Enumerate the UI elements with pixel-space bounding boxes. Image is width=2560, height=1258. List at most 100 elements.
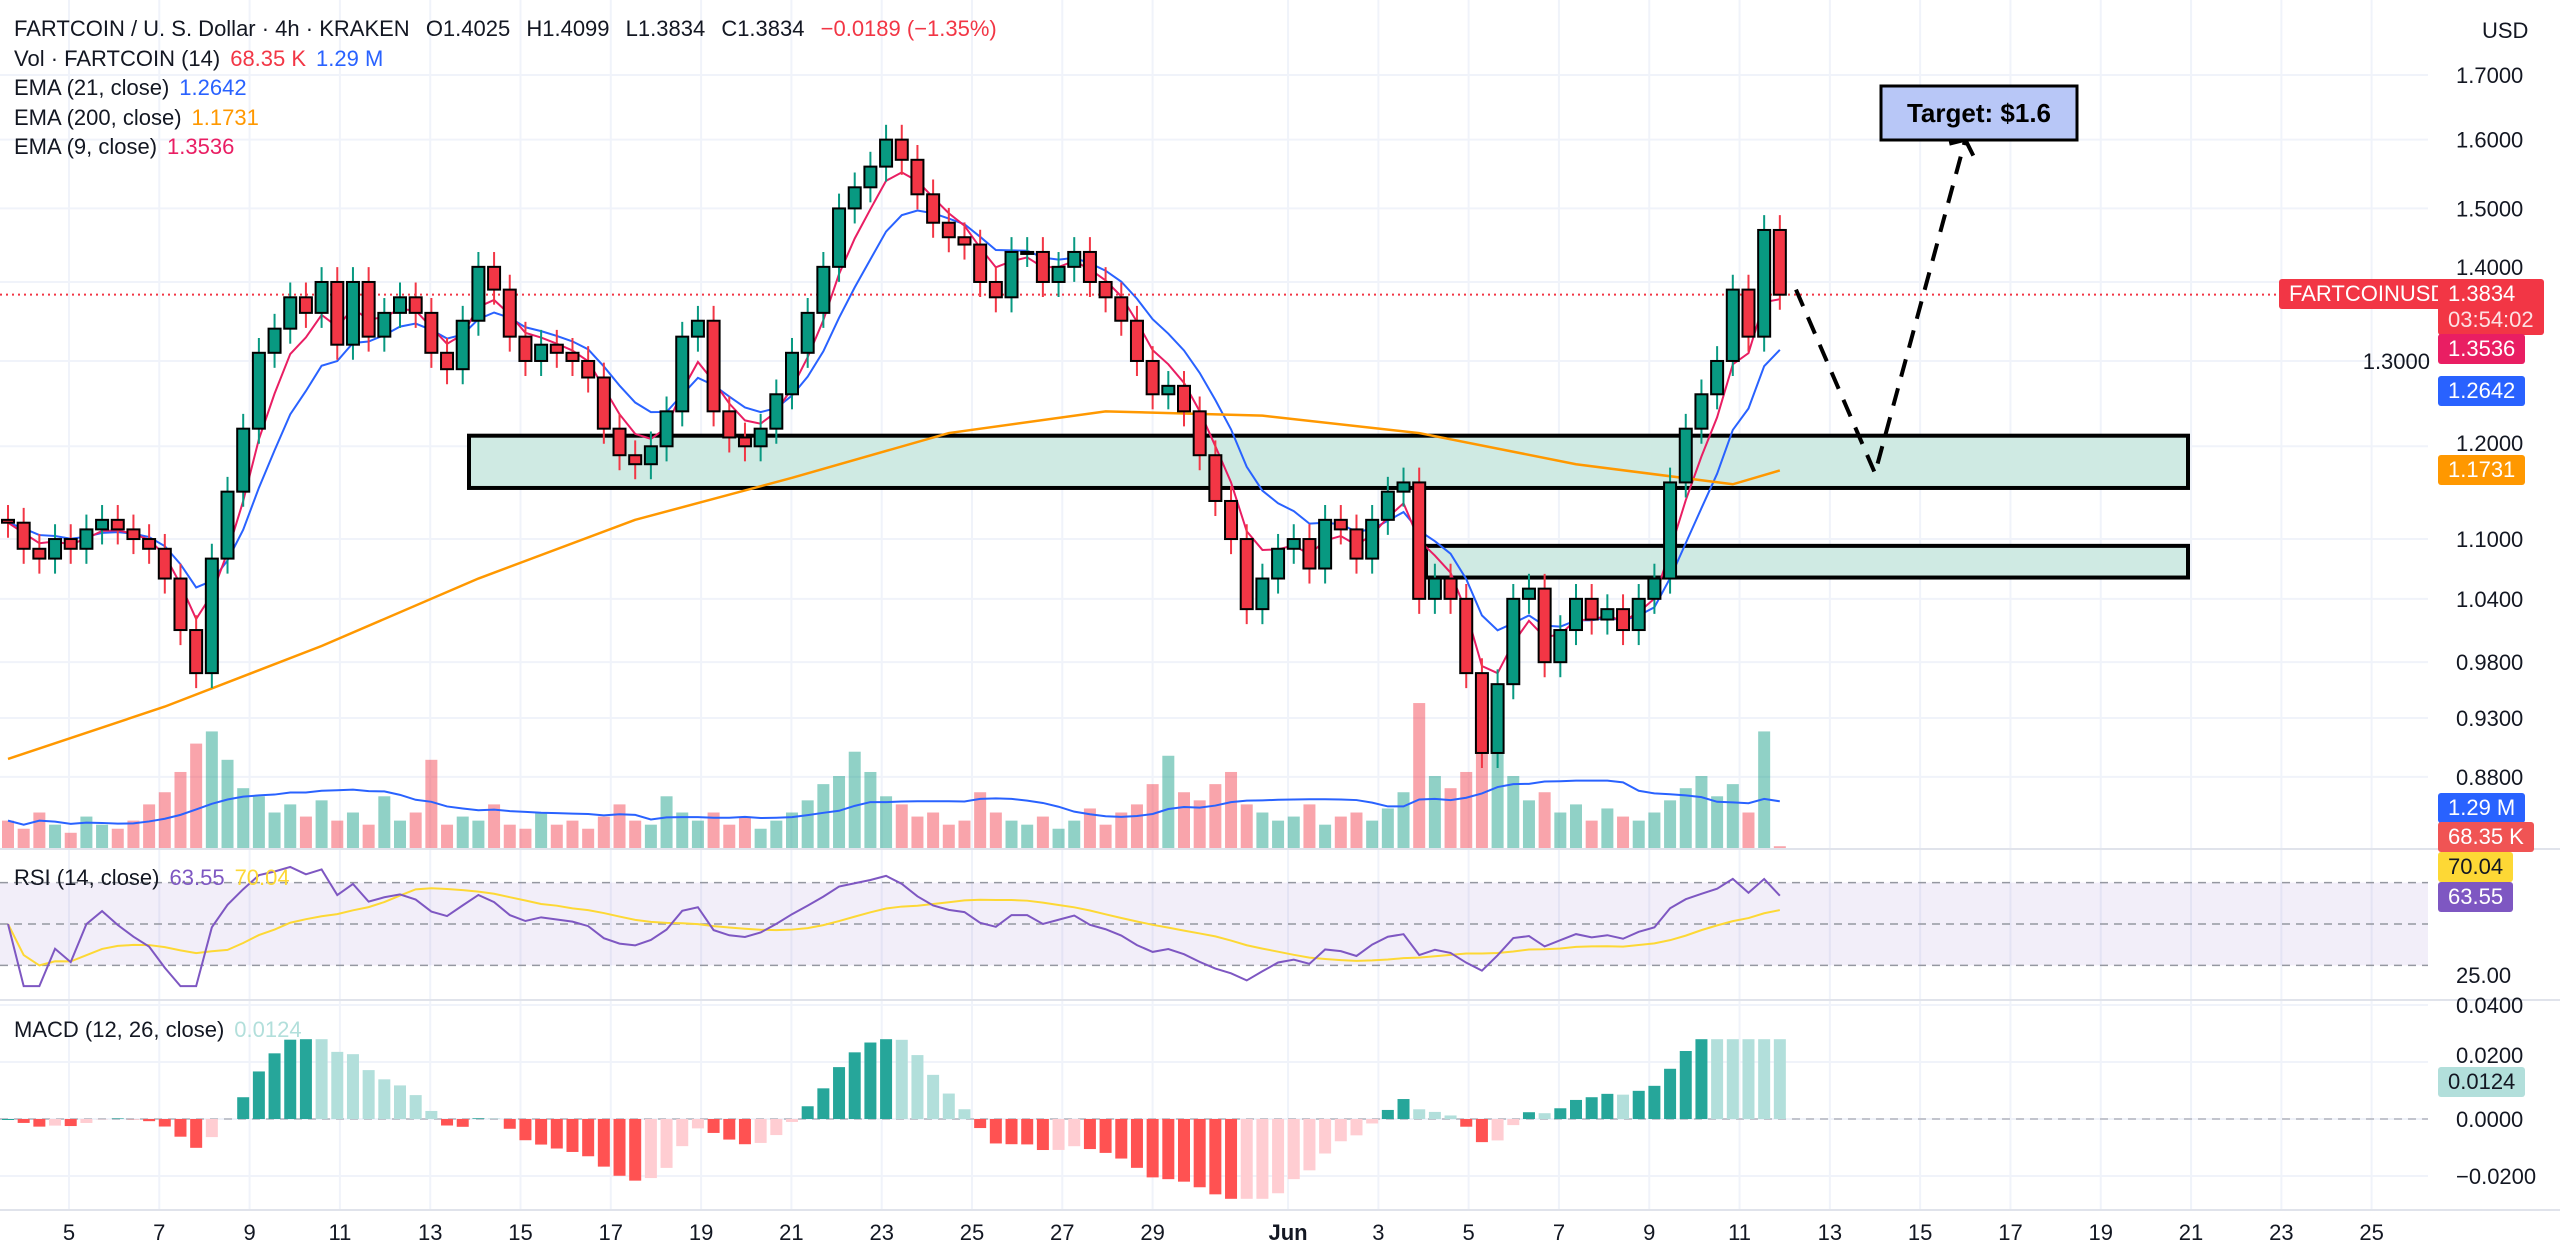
candle-up xyxy=(204,557,219,675)
currency-label[interactable]: USD xyxy=(2482,18,2528,43)
candle-down xyxy=(361,280,376,338)
candle-down xyxy=(16,521,31,550)
candle-down xyxy=(189,629,204,675)
volume-bar xyxy=(1021,824,1034,849)
ema21-line xyxy=(7,209,1781,632)
candle-down xyxy=(926,193,941,224)
candle-up xyxy=(1365,518,1380,560)
candle-down xyxy=(1208,454,1223,502)
rsi-legend[interactable]: RSI (14, close) 63.55 70.04 xyxy=(14,863,300,893)
price-tick-label: 1.5000 xyxy=(2456,196,2523,221)
target-annotation[interactable]: Target: $1.6 xyxy=(1879,84,2079,142)
volume-bar xyxy=(1319,824,1332,849)
volume-bar xyxy=(472,820,485,849)
volume-bar xyxy=(111,828,124,849)
macd-histogram-bar xyxy=(1413,1109,1426,1119)
ema200-legend[interactable]: EMA (200, close) 1.1731 xyxy=(14,103,269,133)
date-tick-label: 9 xyxy=(1643,1220,1655,1245)
macd-value: 0.0124 xyxy=(234,1017,302,1042)
macd-histogram-bar xyxy=(597,1119,610,1167)
volume-bar xyxy=(817,784,830,849)
volume-bar xyxy=(1099,824,1112,849)
volume-bar xyxy=(1240,804,1253,849)
candle-up xyxy=(314,280,329,314)
candle-down xyxy=(1443,577,1458,600)
volume-bar xyxy=(1162,755,1175,849)
volume-bar xyxy=(425,759,438,849)
macd-histogram-bar xyxy=(1021,1119,1034,1145)
volume-bar xyxy=(535,812,548,849)
candle-down xyxy=(1224,499,1239,541)
ema9-legend[interactable]: EMA (9, close) 1.3536 xyxy=(14,132,244,162)
price-tick-label: 0.9800 xyxy=(2456,650,2523,675)
target-box[interactable] xyxy=(1879,84,2079,142)
volume-bar xyxy=(1507,776,1520,849)
volume-bar xyxy=(1350,812,1363,849)
candle-down xyxy=(126,528,141,541)
ema21-label: EMA (21, close) xyxy=(14,75,170,100)
projection-arrowhead-icon xyxy=(1948,137,1976,157)
macd-histogram-bar xyxy=(252,1071,265,1119)
volume-bar xyxy=(362,824,375,849)
volume-bar xyxy=(786,812,798,849)
macd-histogram-bar xyxy=(1632,1090,1645,1119)
candle-down xyxy=(737,436,752,448)
candle-down xyxy=(1412,481,1427,600)
macd-histogram-bar xyxy=(80,1119,93,1123)
candle-up xyxy=(220,490,235,560)
macd-tick-label: 0.0000 xyxy=(2456,1107,2523,1132)
volume-bar xyxy=(1695,776,1708,849)
macd-histogram-bar xyxy=(1444,1115,1457,1119)
candle-up xyxy=(1318,518,1333,570)
price-tick-label: 1.2000 xyxy=(2456,431,2523,456)
candle-up xyxy=(267,327,282,354)
macd-legend[interactable]: MACD (12, 26, close) 0.0124 xyxy=(14,1015,312,1045)
vol-legend[interactable]: Vol · FARTCOIN (14) 68.35 K 1.29 M xyxy=(14,44,393,74)
price-tick-label: 0.8800 xyxy=(2456,765,2523,790)
candle-up xyxy=(471,265,486,322)
macd-histogram-bar xyxy=(1366,1119,1379,1124)
volume-bar xyxy=(1413,703,1426,849)
volume-bar xyxy=(284,804,297,849)
volume-bar xyxy=(911,816,924,849)
date-tick-label: 17 xyxy=(1998,1220,2022,1245)
macd-histogram-bar xyxy=(989,1119,1002,1144)
macd-histogram-bar xyxy=(1115,1119,1128,1159)
macd-histogram-bar xyxy=(958,1109,971,1119)
macd-histogram-bar xyxy=(1350,1119,1363,1136)
macd-histogram-bar xyxy=(1209,1119,1222,1195)
macd-histogram-bar xyxy=(676,1119,689,1147)
candle-down xyxy=(910,158,925,196)
volume-bar xyxy=(1036,816,1049,849)
macd-histogram-bar xyxy=(158,1119,171,1127)
candle-down xyxy=(988,280,1003,299)
symbol-title[interactable]: FARTCOIN / U. S. Dollar · 4h · KRAKEN xyxy=(14,16,410,41)
macd-histogram-bar xyxy=(895,1039,908,1119)
macd-histogram-bar xyxy=(49,1119,62,1126)
volume-bar xyxy=(1303,804,1316,849)
macd-histogram-bar xyxy=(833,1067,846,1119)
macd-histogram-bar xyxy=(691,1119,704,1129)
vol-label: Vol · FARTCOIN (14) xyxy=(14,46,221,71)
candle-up xyxy=(1490,683,1505,754)
candle-down xyxy=(1,518,15,524)
ohlc-open: O1.4025 xyxy=(425,16,511,41)
volume-bar xyxy=(1601,808,1614,849)
volume-bar xyxy=(441,824,454,849)
candle-up xyxy=(690,319,705,338)
ema21-legend[interactable]: EMA (21, close) 1.2642 xyxy=(14,73,257,103)
volume-bar xyxy=(409,812,422,849)
macd-histogram-bar xyxy=(1334,1119,1347,1142)
date-tick-label: 11 xyxy=(1728,1220,1751,1245)
volume-bar xyxy=(1334,816,1347,849)
date-tick-label: 19 xyxy=(689,1220,713,1245)
rsi-value: 63.55 xyxy=(169,865,225,890)
volume-bar xyxy=(958,820,971,849)
date-tick-label: 7 xyxy=(153,1220,165,1245)
candle-up xyxy=(1380,490,1395,521)
macd-histogram-bar xyxy=(582,1119,595,1157)
volume-bar xyxy=(880,796,893,849)
volume-bar xyxy=(299,816,312,849)
price-tick-label: 1.6000 xyxy=(2456,128,2523,153)
